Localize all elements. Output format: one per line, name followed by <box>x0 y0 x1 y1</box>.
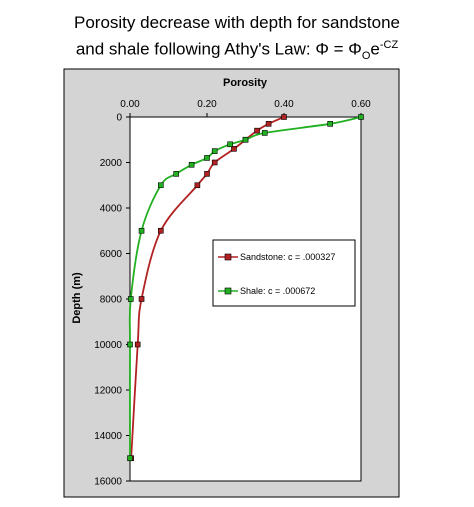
legend-marker-sandstone <box>224 253 232 261</box>
title-superscript: -CZ <box>379 39 399 51</box>
legend-box <box>212 239 356 307</box>
point-sandstone-4 <box>231 146 237 152</box>
y-axis-ticks: 0 2000 4000 6000 8000 10000 12000 14000 16000 <box>94 113 130 488</box>
title-subscript: O <box>361 50 371 63</box>
point-shale-5 <box>211 148 218 154</box>
point-shale-2 <box>261 130 268 136</box>
x-tick-label-2: 0.40 <box>274 99 294 110</box>
point-shale-9 <box>158 182 164 189</box>
y-tick-label-5: 10000 <box>94 340 122 351</box>
point-shale-12 <box>127 341 133 348</box>
x-tick-label-1: 0.20 <box>197 99 217 110</box>
point-shale-0 <box>358 114 364 120</box>
point-sandstone-5 <box>211 159 218 166</box>
y-tick-label-1: 2000 <box>100 158 123 169</box>
point-sandstone-8 <box>158 227 164 234</box>
y-tick-label-7: 14000 <box>94 431 122 442</box>
x-tick-label-3: 0.60 <box>351 99 371 110</box>
y-tick-label-2: 4000 <box>100 204 123 215</box>
point-shale-10 <box>138 227 145 234</box>
y-tick-label-4: 8000 <box>100 295 123 306</box>
point-sandstone-0 <box>281 114 287 120</box>
legend-marker-shale <box>224 287 232 295</box>
point-sandstone-10 <box>134 341 141 348</box>
point-shale-7 <box>188 161 195 168</box>
title-exp-base: e <box>370 39 380 59</box>
x-axis-label: Porosity <box>223 77 268 89</box>
chart-title: Porosity decrease with depth for sandsto… <box>0 12 474 67</box>
y-tick-label-6: 12000 <box>94 386 122 397</box>
legend-label-shale: Shale: c = .000672 <box>240 286 315 296</box>
y-axis-label: Depth (m) <box>71 272 83 324</box>
series-layer <box>127 114 364 462</box>
point-shale-11 <box>127 296 134 302</box>
point-shale-3 <box>242 136 249 143</box>
point-sandstone-9 <box>138 296 145 302</box>
y-tick-label-8: 16000 <box>94 477 122 488</box>
x-tick-label-0: 0.00 <box>120 99 140 110</box>
point-sandstone-1 <box>265 121 272 127</box>
title-line-2: and shale following Athy's Law: Φ = ΦOe-… <box>0 34 474 67</box>
title-line-1: Porosity decrease with depth for sandsto… <box>73 13 401 32</box>
legend-label-sandstone: Sandstone: c = .000327 <box>240 252 335 262</box>
point-shale-4 <box>227 141 233 148</box>
point-sandstone-6 <box>204 171 210 177</box>
title-line-2-text: and shale following Athy's Law: Φ = Φ <box>75 39 362 59</box>
y-tick-label-3: 6000 <box>100 249 123 260</box>
point-sandstone-2 <box>254 127 260 134</box>
point-shale-1 <box>327 121 334 127</box>
point-shale-8 <box>173 171 179 177</box>
point-shale-6 <box>204 155 210 161</box>
legend: Sandstone: c = .000327 Shale: c = .00067… <box>212 239 356 307</box>
y-tick-label-0: 0 <box>116 113 122 124</box>
point-sandstone-7 <box>194 182 201 189</box>
point-shale-13 <box>127 455 133 462</box>
